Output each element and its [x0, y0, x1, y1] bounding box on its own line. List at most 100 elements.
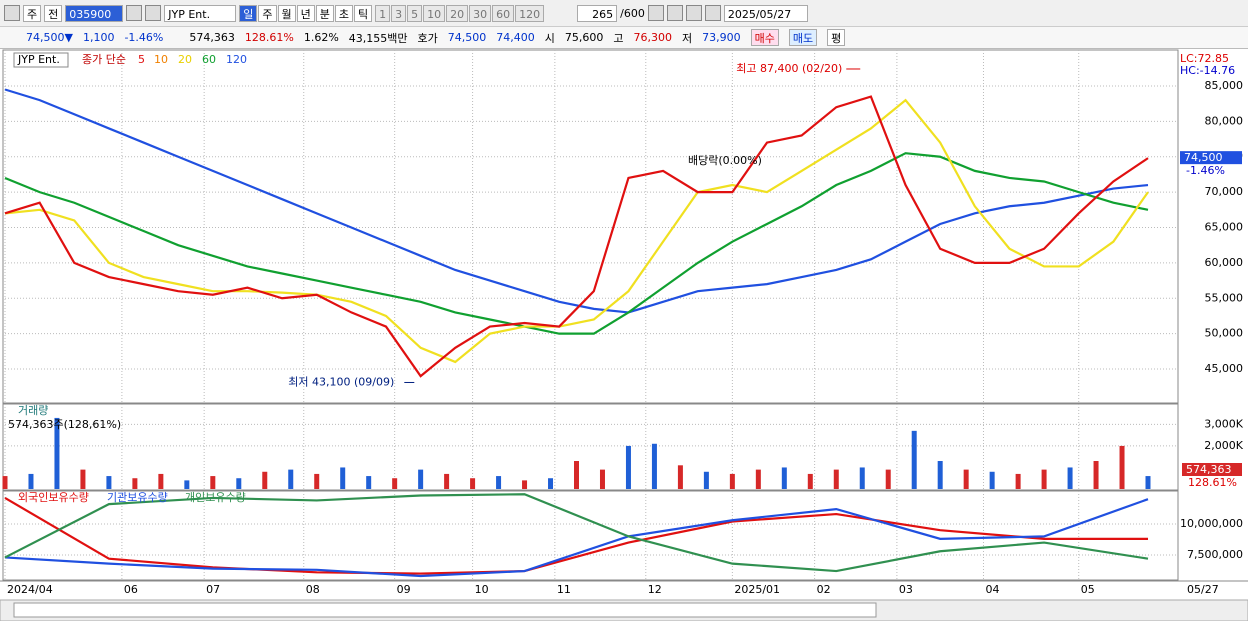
volume-rate: 128.61% — [1188, 476, 1237, 489]
tool[interactable] — [704, 5, 721, 21]
number-button[interactable]: 30 — [469, 4, 492, 22]
label: 저 — [682, 31, 693, 45]
unit-button[interactable]: 틱 — [354, 4, 373, 22]
volume-bar — [340, 467, 346, 489]
series-line — [4, 152, 1149, 335]
x-tick-label: 04 — [985, 583, 999, 596]
info-bar: 74,500▼ 1,100 -1.46% 574,363 128.61% 1.6… — [0, 27, 1248, 49]
x-end-label: 05/27 — [1187, 583, 1219, 596]
volume-bar — [1067, 467, 1073, 489]
label: 고 — [613, 31, 624, 45]
unit-button[interactable]: 초 — [334, 4, 353, 22]
volume-bar — [548, 478, 554, 489]
sell-button[interactable]: 매도 — [788, 29, 818, 46]
label: 시 — [544, 31, 555, 45]
buy-button[interactable]: 매수 — [750, 29, 779, 46]
volume-bar — [859, 467, 865, 489]
x-tick-label: 06 — [124, 583, 138, 596]
unit-button[interactable]: 년 — [296, 4, 315, 22]
volume-bar — [703, 471, 709, 489]
number-button[interactable]: 60 — [492, 4, 515, 22]
volume-bar — [392, 478, 398, 489]
last-rate: -1.46% — [1186, 164, 1225, 177]
code-input[interactable]: 035900 — [65, 4, 124, 22]
volume-bar — [470, 478, 476, 489]
panel — [2, 403, 1179, 491]
rate: -1.46% — [124, 31, 164, 44]
number-button[interactable]: 5 — [407, 4, 423, 22]
series-line — [4, 88, 1149, 314]
number-button[interactable]: 1 — [375, 4, 391, 22]
y-tick-label: 3,000K — [1204, 417, 1243, 430]
date-input[interactable]: 2025/05/27 — [723, 4, 808, 22]
x-tick-label: 11 — [557, 583, 571, 596]
count-max: /600 — [620, 6, 645, 20]
series-line — [4, 95, 1149, 378]
legend-item: 외국인보유수량 — [18, 491, 89, 504]
x-tick-label: 2025/01 — [734, 583, 780, 596]
panel — [2, 490, 1179, 581]
x-tick-label: 08 — [306, 583, 320, 596]
search[interactable] — [126, 5, 143, 21]
legend-label: 종가 단순 — [82, 53, 126, 66]
volume-bar — [677, 465, 683, 489]
volume-bar — [989, 471, 995, 489]
tool[interactable] — [666, 5, 683, 21]
number-button[interactable]: 3 — [391, 4, 407, 22]
legend-ma: 120 — [226, 53, 247, 66]
volume-bar — [288, 469, 294, 489]
y-tick-label: 80,000 — [1205, 114, 1244, 127]
volume-bar — [314, 473, 320, 489]
tool[interactable] — [647, 5, 664, 21]
unit-button[interactable]: 월 — [277, 4, 296, 22]
y-tick-label: 45,000 — [1205, 362, 1244, 375]
unit-button[interactable]: 분 — [315, 4, 334, 22]
volume-bar — [2, 476, 8, 489]
turnover: 1.62% — [303, 31, 339, 44]
legend-box — [13, 52, 69, 68]
number-button[interactable]: 120 — [515, 4, 545, 22]
tool[interactable] — [685, 5, 702, 21]
avg-button[interactable]: 평 — [827, 29, 846, 46]
prev-button[interactable]: 전 — [44, 4, 63, 22]
period-select[interactable]: 주 — [23, 4, 42, 22]
volume-title: 거래량 — [18, 404, 48, 417]
legend-ma: 10 — [154, 53, 168, 66]
volume-bar — [574, 461, 579, 489]
price: 74,500▼ — [26, 31, 73, 44]
legend-item: 개인보유수량 — [185, 491, 246, 504]
dividend-note: 배당락(0.00%) — [688, 154, 762, 167]
series-line — [4, 493, 1149, 573]
y-tick-label: 55,000 — [1205, 291, 1244, 304]
high-note: 최고 87,400 (02/20) — [736, 62, 842, 75]
legend-ma: 5 — [138, 53, 145, 66]
y-tick-label: 10,000,000 — [1180, 517, 1243, 530]
x-tick-label: 07 — [206, 583, 220, 596]
panel — [2, 49, 1179, 404]
series-line — [4, 496, 1148, 575]
icon[interactable] — [4, 5, 20, 21]
low-note: 최저 43,100 (09/09) — [288, 375, 394, 388]
number-button[interactable]: 20 — [446, 4, 469, 22]
volume-last: 574,363 — [1186, 463, 1232, 476]
count[interactable]: 265 — [577, 4, 618, 22]
high: 76,300 — [633, 31, 673, 44]
volume-bar — [625, 445, 631, 489]
volume-bar — [937, 461, 943, 489]
open: 75,600 — [564, 31, 604, 44]
legend-ma: 20 — [178, 53, 192, 66]
volume-bar — [28, 473, 34, 489]
sound[interactable] — [145, 5, 162, 21]
number-group: 1 3 5 10 20 30 60 120 — [375, 4, 545, 22]
volume-bar — [807, 473, 813, 489]
volume-bar — [158, 473, 164, 489]
number-button[interactable]: 10 — [423, 4, 446, 22]
unit-button[interactable]: 일 — [239, 4, 258, 22]
unit-button[interactable]: 주 — [258, 4, 277, 22]
volume-bar — [833, 469, 839, 489]
volume-bar — [755, 469, 761, 489]
label: 호가 — [417, 31, 438, 45]
low: 73,900 — [702, 31, 741, 44]
